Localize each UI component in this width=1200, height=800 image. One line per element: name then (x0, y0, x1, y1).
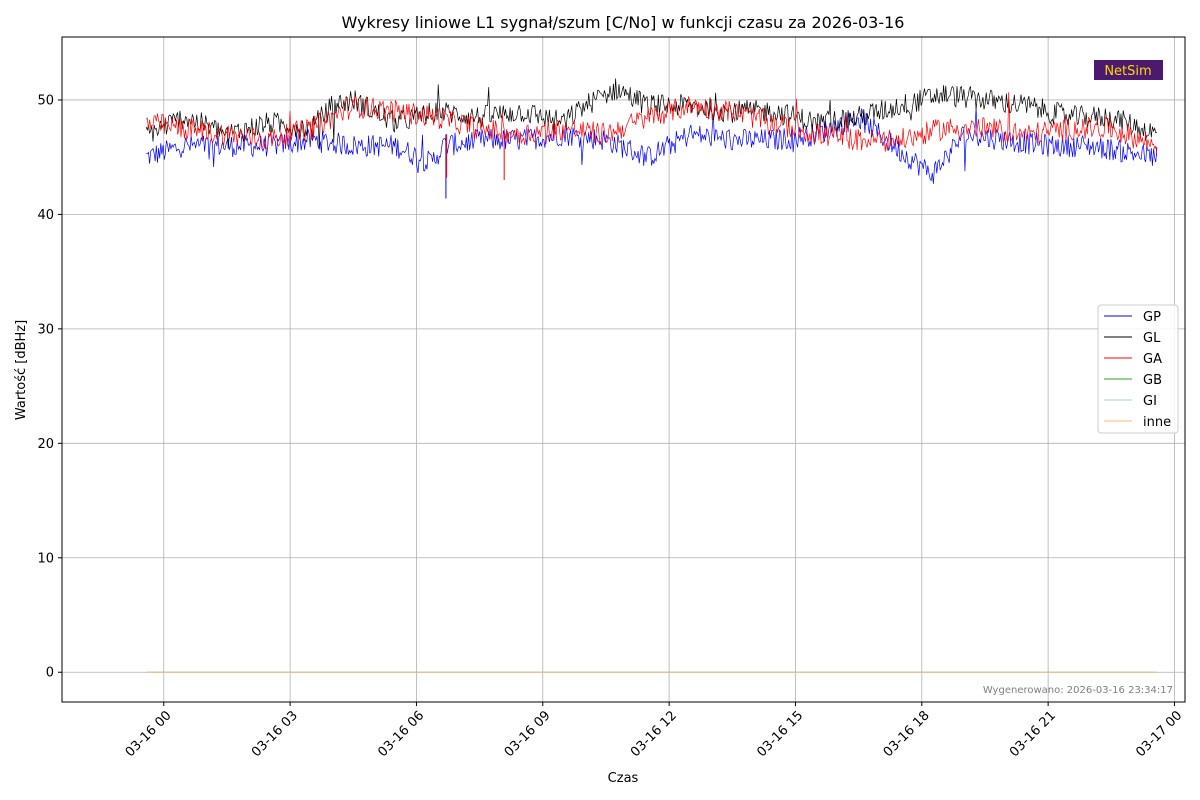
legend-box (1097, 304, 1179, 434)
legend: GP GL GA GB GI inne (1097, 304, 1179, 434)
legend-label-ga: GA (1143, 352, 1162, 367)
y-axis-ticks: 0 10 20 30 40 50 (37, 93, 62, 681)
series-line-gp (146, 106, 1158, 184)
legend-label-gp: GP (1143, 310, 1161, 325)
plot-area-frame (61, 36, 1186, 703)
y-tick-label: 0 (46, 666, 54, 681)
legend-label-gl: GL (1143, 331, 1161, 346)
series-line-gl (145, 78, 1158, 150)
y-tick-label: 20 (37, 437, 54, 452)
y-axis-label: Wartość [dBHz] (14, 320, 29, 420)
logo-text: NetSim (1104, 64, 1151, 79)
y-tick-label: 30 (37, 322, 54, 337)
x-axis-label: Czas (608, 771, 639, 786)
series-line-ga (145, 92, 1158, 156)
generated-timestamp: Wygenerowano: 2026-03-16 23:34:17 (983, 685, 1173, 696)
legend-label-gi: GI (1143, 394, 1157, 409)
chart-title: Wykresy liniowe L1 sygnał/szum [C/No] w … (342, 13, 905, 32)
y-tick-label: 40 (37, 208, 54, 223)
legend-label-gb: GB (1143, 373, 1162, 388)
y-tick-label: 50 (37, 93, 54, 108)
y-tick-label: 10 (37, 551, 54, 566)
legend-label-inne: inne (1143, 415, 1171, 430)
series-layer (145, 78, 1158, 673)
logo: NetSim (1094, 60, 1163, 80)
logo-background (1094, 60, 1163, 80)
